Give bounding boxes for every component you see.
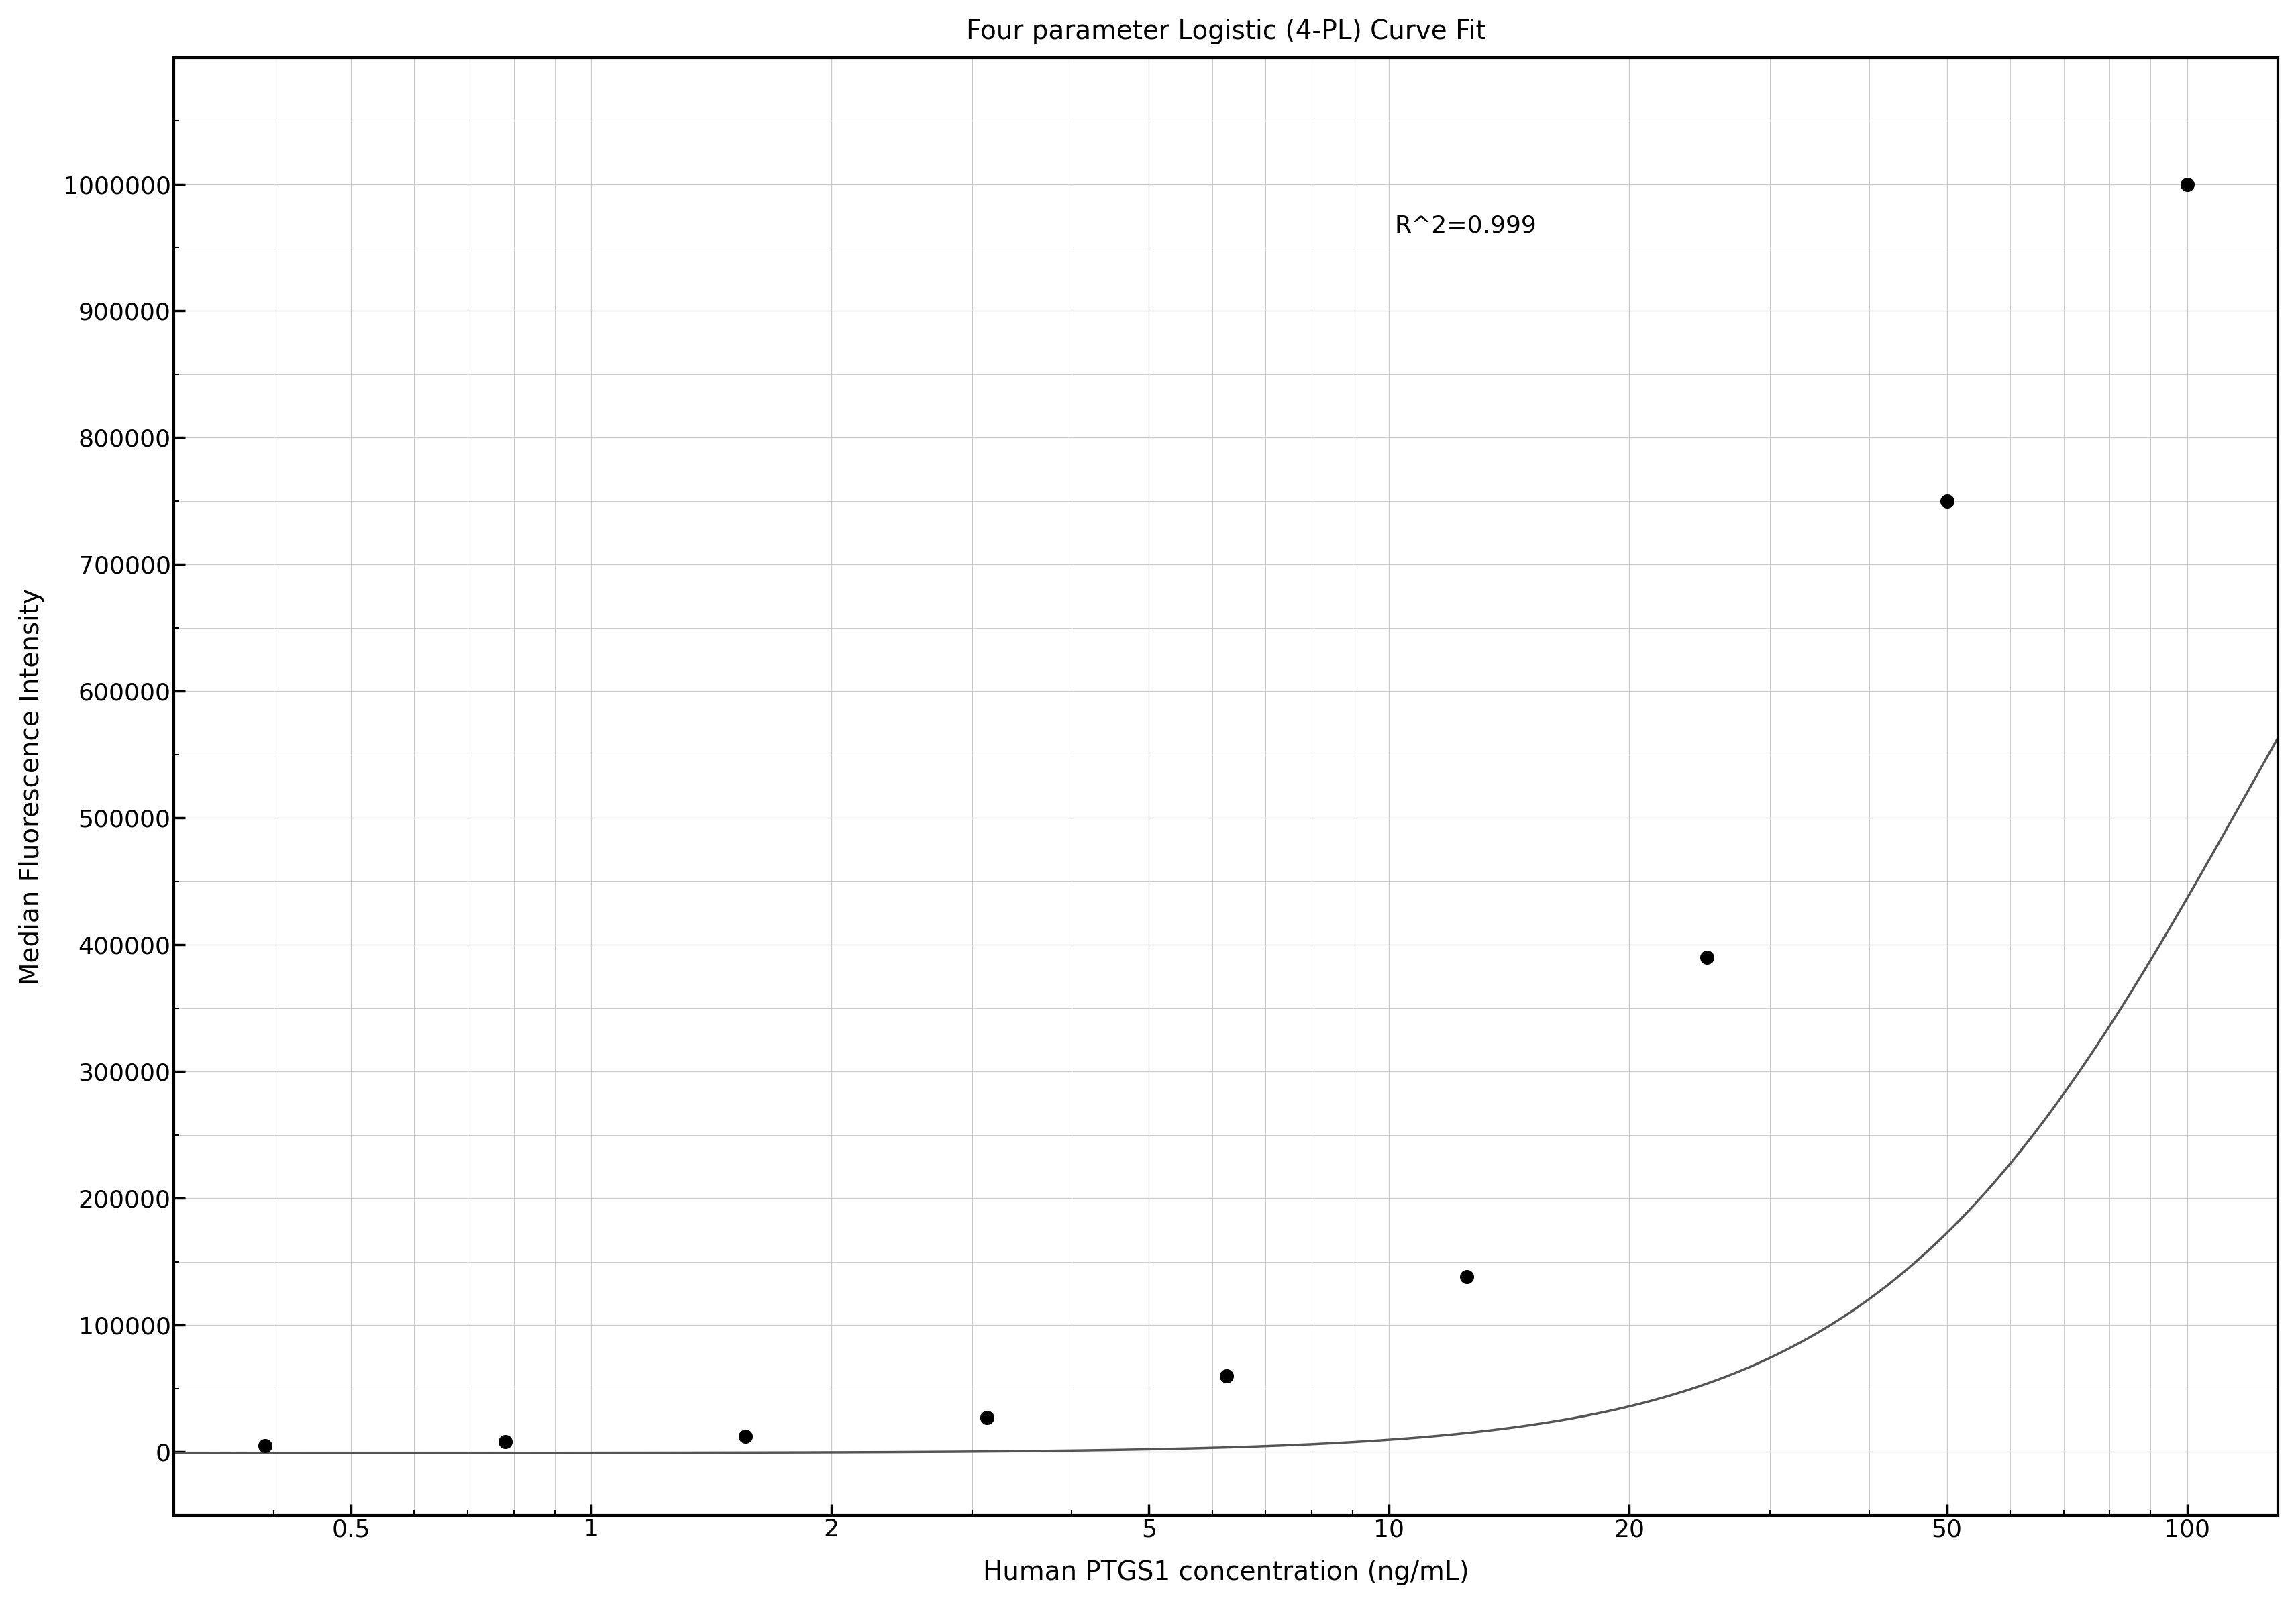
Title: Four parameter Logistic (4-PL) Curve Fit: Four parameter Logistic (4-PL) Curve Fit [967,19,1486,45]
X-axis label: Human PTGS1 concentration (ng/mL): Human PTGS1 concentration (ng/mL) [983,1559,1469,1585]
Point [2167,172,2204,197]
Point [246,1432,282,1458]
Y-axis label: Median Fluorescence Intensity: Median Fluorescence Intensity [18,589,44,985]
Point [487,1429,523,1455]
Text: R^2=0.999: R^2=0.999 [1394,215,1536,237]
Point [1688,945,1724,970]
Point [1929,488,1965,513]
Point [969,1405,1006,1431]
Point [728,1424,765,1450]
Point [1449,1264,1486,1290]
Point [1208,1363,1244,1389]
